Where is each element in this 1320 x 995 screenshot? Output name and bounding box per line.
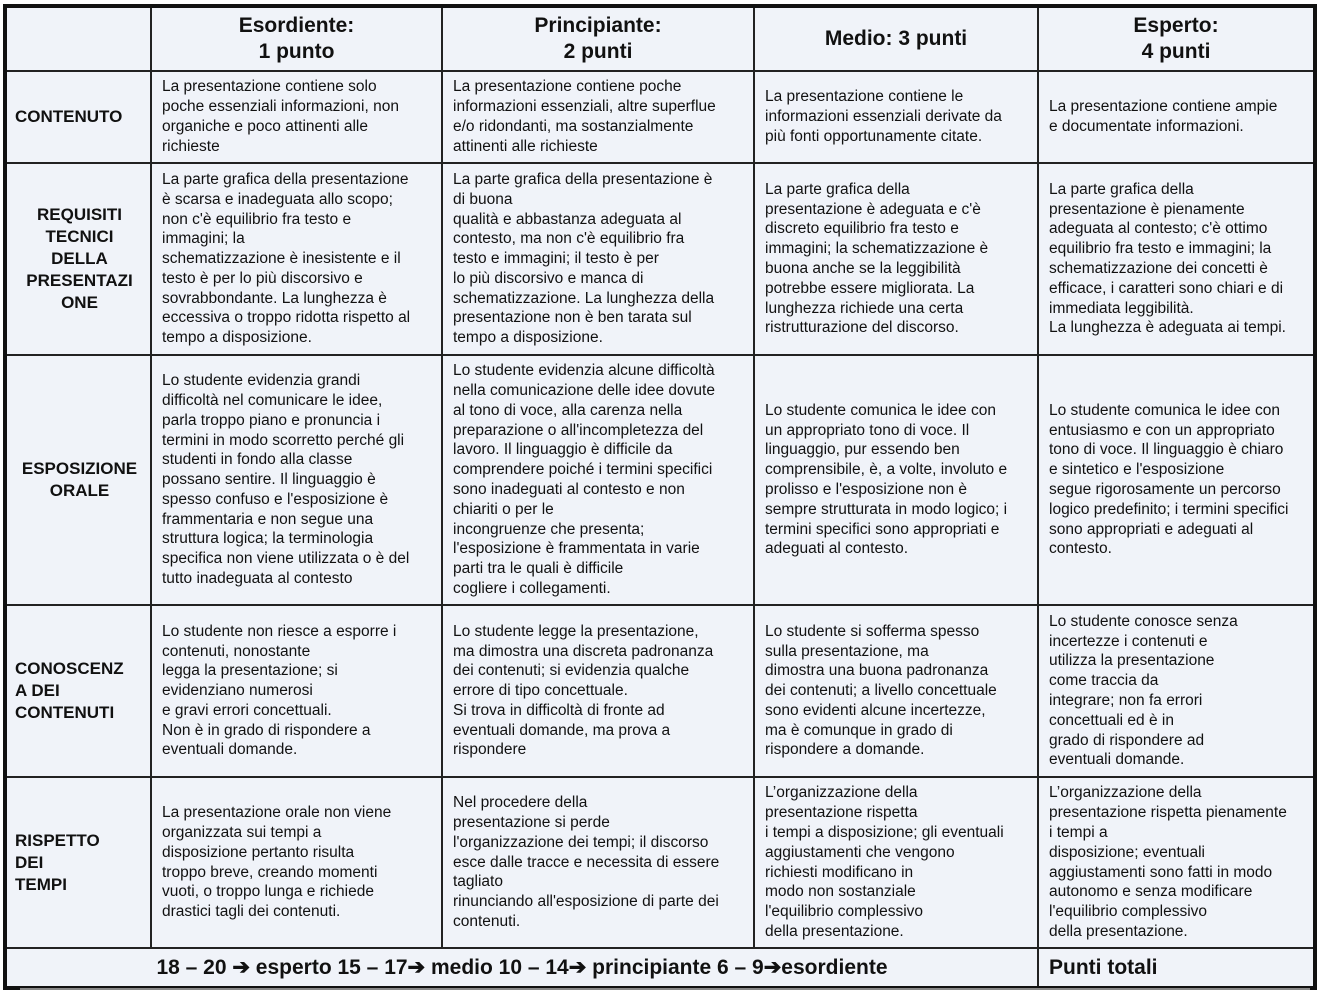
bottom-divider bbox=[20, 988, 1310, 990]
cell: L’organizzazione della presentazione ris… bbox=[1037, 776, 1316, 949]
header-esperto: Esperto: 4 punti bbox=[1037, 5, 1316, 72]
table-row: RISPETTO DEI TEMPI La presentazione oral… bbox=[4, 776, 1316, 949]
table-row: ESPOSIZIONE ORALE Lo studente evidenzia … bbox=[4, 354, 1316, 606]
cell: Lo studente evidenzia alcune difficoltà … bbox=[441, 354, 755, 606]
row-label: CONTENUTO bbox=[4, 70, 152, 164]
cell: Lo studente evidenzia grandi difficoltà … bbox=[150, 354, 443, 606]
cell: La parte grafica della presentazione è p… bbox=[1037, 162, 1316, 356]
cell: La presentazione orale non viene organiz… bbox=[150, 776, 443, 949]
header-corner bbox=[4, 5, 152, 72]
cell: L’organizzazione della presentazione ris… bbox=[753, 776, 1039, 949]
cell: Lo studente comunica le idee con entusia… bbox=[1037, 354, 1316, 606]
cell: La parte grafica della presentazione è a… bbox=[753, 162, 1039, 356]
table-row: REQUISITI TECNICI DELLA PRESENTAZI ONE L… bbox=[4, 162, 1316, 356]
footer-row: 18 – 20 ➔ esperto 15 – 17➔ medio 10 – 14… bbox=[4, 947, 1316, 989]
row-label: CONOSCENZ A DEI CONTENUTI bbox=[4, 604, 152, 778]
row-label: REQUISITI TECNICI DELLA PRESENTAZI ONE bbox=[4, 162, 152, 356]
header-medio: Medio: 3 punti bbox=[753, 5, 1039, 72]
cell: La presentazione contiene solo poche ess… bbox=[150, 70, 443, 164]
cell: Lo studente legge la presentazione, ma d… bbox=[441, 604, 755, 778]
header-principiante: Principiante: 2 punti bbox=[441, 5, 755, 72]
row-label: ESPOSIZIONE ORALE bbox=[4, 354, 152, 606]
cell: Lo studente comunica le idee con un appr… bbox=[753, 354, 1039, 606]
cell: La presentazione contiene le informazion… bbox=[753, 70, 1039, 164]
table-row: CONOSCENZ A DEI CONTENUTI Lo studente no… bbox=[4, 604, 1316, 778]
cell: La presentazione contiene poche informaz… bbox=[441, 70, 755, 164]
cell: La parte grafica della presentazione è d… bbox=[441, 162, 755, 356]
cell: Lo studente si sofferma spesso sulla pre… bbox=[753, 604, 1039, 778]
cell: Lo studente non riesce a esporre i conte… bbox=[150, 604, 443, 778]
score-scale: 18 – 20 ➔ esperto 15 – 17➔ medio 10 – 14… bbox=[4, 947, 1039, 989]
cell: Lo studente conosce senza incertezze i c… bbox=[1037, 604, 1316, 778]
cell: La parte grafica della presentazione è s… bbox=[150, 162, 443, 356]
cell: Nel procedere della presentazione si per… bbox=[441, 776, 755, 949]
header-row: Esordiente: 1 punto Principiante: 2 punt… bbox=[4, 5, 1316, 72]
table-row: CONTENUTO La presentazione contiene solo… bbox=[4, 70, 1316, 164]
row-label: RISPETTO DEI TEMPI bbox=[4, 776, 152, 949]
header-esordiente: Esordiente: 1 punto bbox=[150, 5, 443, 72]
evaluation-rubric-table: Esordiente: 1 punto Principiante: 2 punt… bbox=[3, 4, 1317, 990]
total-points-label: Punti totali bbox=[1037, 947, 1316, 989]
cell: La presentazione contiene ampie e docume… bbox=[1037, 70, 1316, 164]
